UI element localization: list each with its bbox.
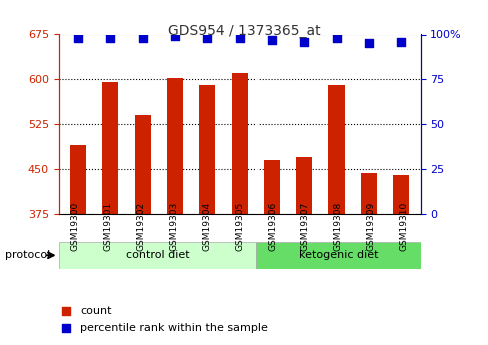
- Text: GSM19302: GSM19302: [136, 201, 145, 250]
- Point: [364, 41, 372, 46]
- Point: [300, 39, 307, 45]
- Text: GSM19306: GSM19306: [267, 201, 276, 250]
- Point: [301, 95, 309, 101]
- Text: GSM19301: GSM19301: [103, 201, 112, 250]
- FancyBboxPatch shape: [59, 241, 256, 269]
- Text: count: count: [80, 306, 112, 315]
- Text: GSM19305: GSM19305: [235, 201, 244, 250]
- Text: GDS954 / 1373365_at: GDS954 / 1373365_at: [168, 24, 320, 38]
- Point: [396, 39, 404, 45]
- Text: GSM19300: GSM19300: [70, 201, 80, 250]
- Bar: [134, 115, 150, 214]
- Text: protocol: protocol: [5, 250, 50, 260]
- Bar: [264, 160, 280, 214]
- Text: GSM19310: GSM19310: [399, 201, 408, 250]
- Bar: [392, 175, 408, 214]
- Bar: [328, 85, 344, 214]
- Point: [74, 35, 82, 41]
- Text: GSM19308: GSM19308: [333, 201, 342, 250]
- Bar: [296, 157, 312, 214]
- FancyBboxPatch shape: [256, 241, 420, 269]
- Text: percentile rank within the sample: percentile rank within the sample: [80, 323, 268, 333]
- Point: [301, 252, 309, 257]
- Point: [203, 35, 211, 41]
- Point: [235, 35, 243, 41]
- Point: [171, 33, 179, 39]
- Point: [139, 35, 146, 41]
- Bar: [199, 85, 215, 214]
- Text: GSM19304: GSM19304: [202, 201, 211, 250]
- Bar: [166, 78, 183, 214]
- Bar: [360, 173, 376, 214]
- Point: [332, 35, 340, 41]
- Bar: [102, 82, 118, 214]
- Text: control diet: control diet: [125, 250, 189, 260]
- Text: GSM19307: GSM19307: [300, 201, 309, 250]
- Point: [267, 37, 275, 43]
- Bar: [231, 73, 247, 214]
- Text: GSM19303: GSM19303: [169, 201, 178, 250]
- Text: ketogenic diet: ketogenic diet: [298, 250, 377, 260]
- Bar: [70, 145, 86, 214]
- Point: [106, 35, 114, 41]
- Text: GSM19309: GSM19309: [366, 201, 375, 250]
